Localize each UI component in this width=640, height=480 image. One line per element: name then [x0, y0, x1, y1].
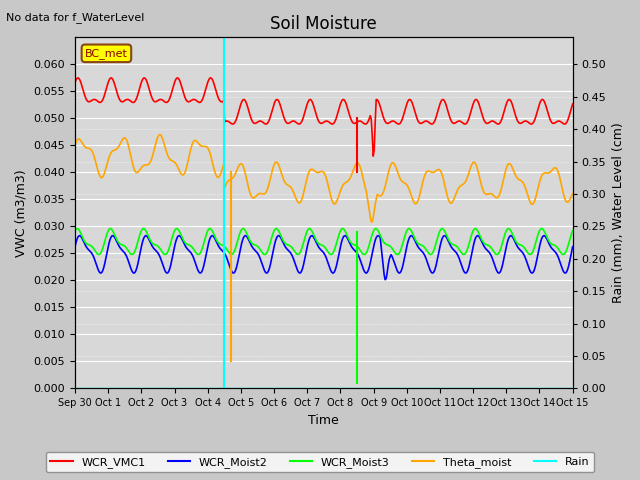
- Title: Soil Moisture: Soil Moisture: [271, 15, 377, 33]
- Text: BC_met: BC_met: [85, 48, 128, 59]
- Text: No data for f_WaterLevel: No data for f_WaterLevel: [6, 12, 145, 23]
- Y-axis label: VWC (m3/m3): VWC (m3/m3): [15, 169, 28, 257]
- Legend: WCR_VMC1, WCR_Moist2, WCR_Moist3, Theta_moist, Rain: WCR_VMC1, WCR_Moist2, WCR_Moist3, Theta_…: [46, 452, 594, 472]
- Y-axis label: Rain (mm), Water Level (cm): Rain (mm), Water Level (cm): [612, 122, 625, 303]
- X-axis label: Time: Time: [308, 414, 339, 427]
